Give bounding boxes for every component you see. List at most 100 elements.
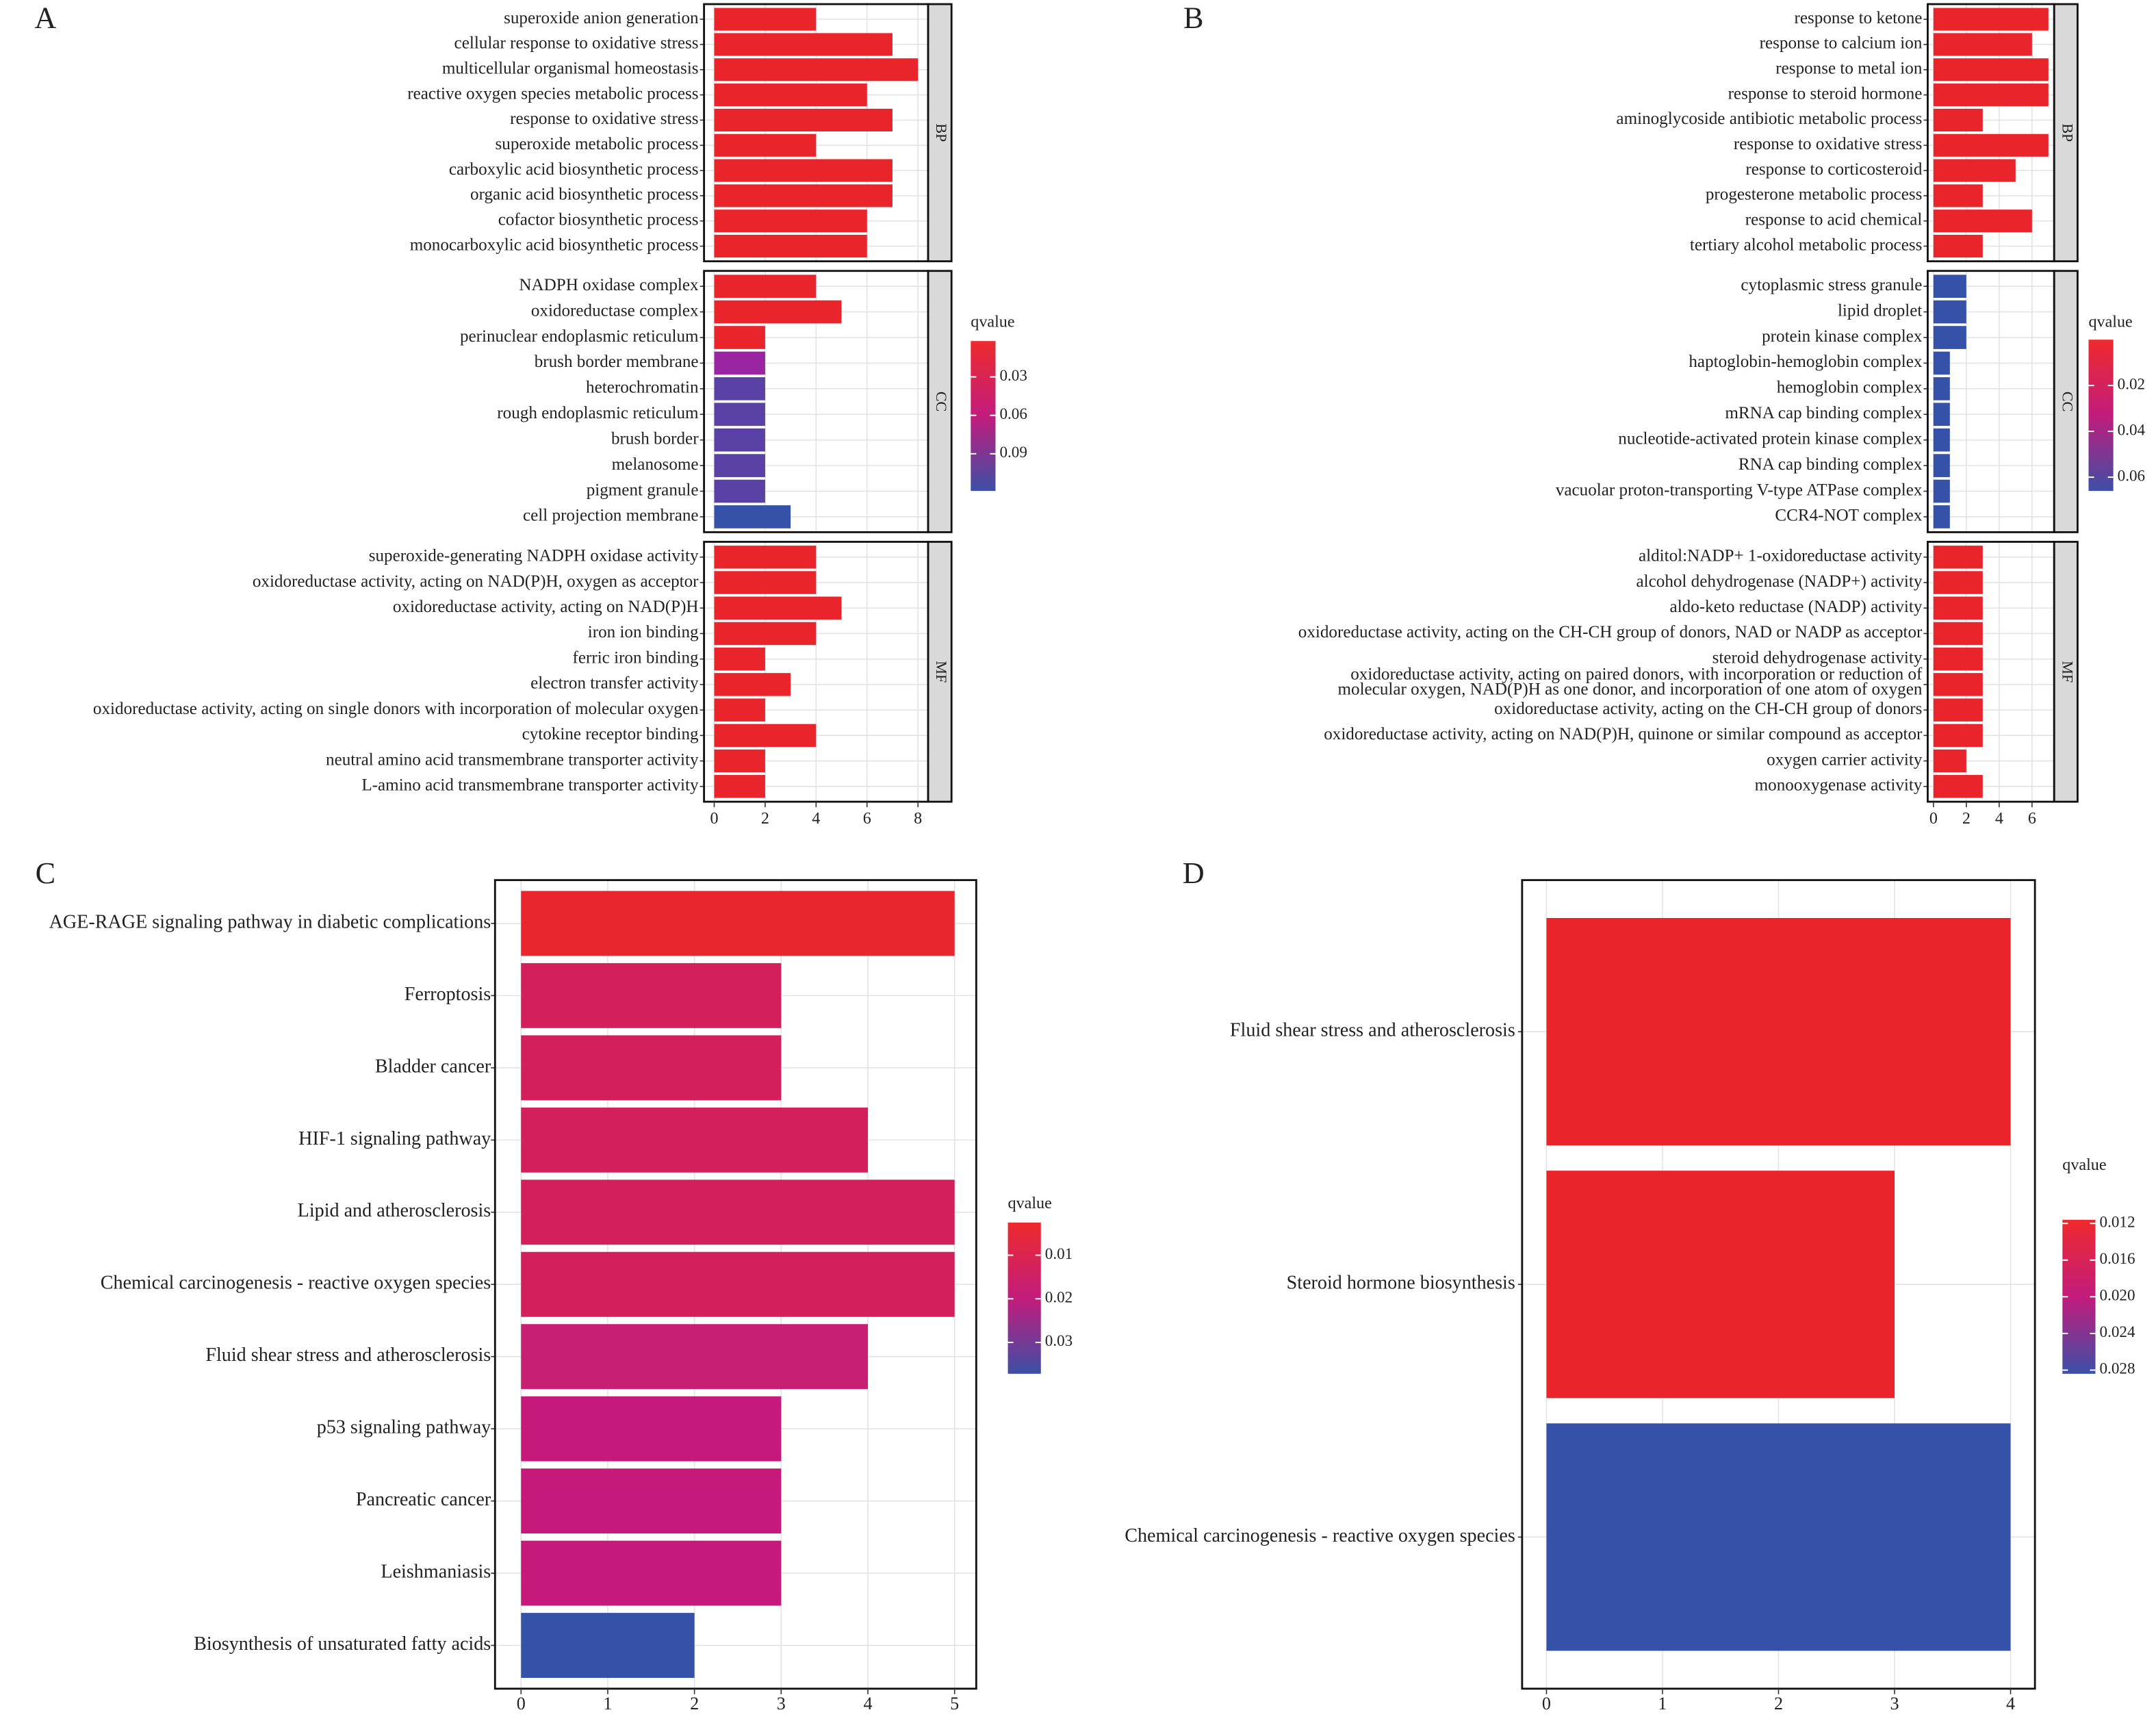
bar xyxy=(714,505,791,528)
category-label: oxidoreductase activity, acting on singl… xyxy=(93,700,699,718)
bar xyxy=(1933,209,2032,233)
bar xyxy=(1546,918,2011,1146)
bar xyxy=(1933,33,2032,56)
colorbar-tick-label: 0.03 xyxy=(1045,1331,1073,1349)
bar xyxy=(1933,351,1950,375)
bar xyxy=(1933,108,1983,132)
bar xyxy=(714,479,765,503)
category-label: response to corticosteroid xyxy=(1745,160,1922,179)
colorbar xyxy=(2088,340,2114,492)
bar xyxy=(714,33,893,56)
colorbar-tick-label: 0.06 xyxy=(999,405,1027,422)
bar xyxy=(1933,479,1950,503)
category-label: Lipid and atherosclerosis xyxy=(298,1200,491,1221)
category-label: ferric iron binding xyxy=(572,648,699,667)
bar xyxy=(1933,724,1983,748)
legend-title: qvalue xyxy=(971,314,1014,331)
bar xyxy=(714,596,842,620)
bar xyxy=(714,326,765,349)
bar xyxy=(714,749,765,773)
facet-label: CC xyxy=(2059,392,2076,411)
bar xyxy=(714,209,867,233)
x-tick-label: 0 xyxy=(517,1694,526,1713)
category-label: alcohol dehydrogenase (NADP+) activity xyxy=(1637,572,1923,591)
x-tick-label: 4 xyxy=(2006,1694,2015,1713)
x-tick-label: 6 xyxy=(2028,810,2036,828)
colorbar-tick-label: 0.04 xyxy=(2118,420,2146,438)
category-label: response to steroid hormone xyxy=(1728,84,1923,103)
colorbar-tick-label: 0.016 xyxy=(2100,1249,2135,1267)
colorbar-tick-label: 0.020 xyxy=(2100,1286,2135,1304)
bar xyxy=(521,1324,868,1390)
category-label: Chemical carcinogenesis - reactive oxyge… xyxy=(101,1273,491,1294)
category-label: cellular response to oxidative stress xyxy=(454,34,699,53)
category-label: response to ketone xyxy=(1795,9,1923,27)
category-label: vacuolar proton-transporting V-type ATPa… xyxy=(1556,481,1923,499)
facet-label: BP xyxy=(933,123,950,142)
category-label: cytoplasmic stress granule xyxy=(1741,276,1922,294)
x-tick-label: 0 xyxy=(1542,1694,1551,1713)
x-tick-label: 2 xyxy=(1774,1694,1783,1713)
category-label: tertiary alcohol metabolic process xyxy=(1690,235,1923,254)
category-label: superoxide-generating NADPH oxidase acti… xyxy=(369,547,699,565)
facet-label: BP xyxy=(2059,123,2076,142)
panel-letter: B xyxy=(1183,1,1203,34)
bar xyxy=(714,622,817,646)
category-label: reactive oxygen species metabolic proces… xyxy=(407,84,698,103)
category-label: RNA cap binding complex xyxy=(1738,455,1923,474)
category-label: monooxygenase activity xyxy=(1755,776,1923,795)
bar xyxy=(521,1468,782,1534)
panel-letter: C xyxy=(36,856,55,890)
bar xyxy=(1933,377,1950,400)
x-tick-label: 2 xyxy=(761,810,769,828)
bar xyxy=(1933,326,1966,349)
bar xyxy=(1933,403,1950,426)
category-label: Leishmaniasis xyxy=(381,1561,491,1583)
category-label: superoxide metabolic process xyxy=(496,135,699,153)
bar xyxy=(1933,8,2049,31)
category-label: carboxylic acid biosynthetic process xyxy=(449,160,699,179)
bar xyxy=(714,403,765,426)
bar xyxy=(714,647,765,671)
category-label: oxidoreductase complex xyxy=(531,301,699,320)
category-label: Bladder cancer xyxy=(375,1056,491,1077)
facet-label: CC xyxy=(933,392,950,411)
bar xyxy=(1933,505,1950,528)
x-tick-label: 5 xyxy=(950,1694,959,1713)
category-label: electron transfer activity xyxy=(530,674,699,693)
bar xyxy=(1933,159,2016,182)
category-label: Fluid shear stress and atherosclerosis xyxy=(205,1344,491,1366)
category-label: Chemical carcinogenesis - reactive oxyge… xyxy=(1125,1525,1515,1546)
x-tick-label: 4 xyxy=(812,810,820,828)
bar xyxy=(1933,133,2049,157)
bar xyxy=(1933,300,1966,324)
category-label: oxidoreductase activity, acting on paire… xyxy=(1337,666,1923,699)
category-label: progesterone metabolic process xyxy=(1706,186,1923,204)
category-label: protein kinase complex xyxy=(1762,327,1923,346)
panel-letter: A xyxy=(34,1,56,34)
bar xyxy=(1546,1423,2011,1651)
bar xyxy=(1933,235,1983,258)
bar xyxy=(1933,596,1983,620)
bar xyxy=(714,428,765,452)
category-label: response to oxidative stress xyxy=(510,110,698,128)
bar xyxy=(714,454,765,477)
category-label: L-amino acid transmembrane transporter a… xyxy=(361,776,699,795)
colorbar-tick-label: 0.024 xyxy=(2100,1323,2135,1340)
category-label: melanosome xyxy=(612,455,699,474)
category-label: neutral amino acid transmembrane transpo… xyxy=(326,750,699,769)
bar xyxy=(714,235,867,258)
category-label: Ferroptosis xyxy=(405,984,491,1005)
x-tick-label: 4 xyxy=(1995,810,2003,828)
category-label: cofactor biosynthetic process xyxy=(498,211,699,229)
legend-title: qvalue xyxy=(1008,1195,1052,1212)
facet-strip xyxy=(927,541,953,803)
category-label: oxidoreductase activity, acting on the C… xyxy=(1494,700,1922,718)
category-label: HIF-1 signaling pathway xyxy=(298,1128,491,1149)
category-label: nucleotide-activated protein kinase comp… xyxy=(1618,429,1923,448)
bar xyxy=(521,1613,695,1678)
category-label: oxidoreductase activity, acting on the C… xyxy=(1298,623,1923,641)
bar xyxy=(1933,571,1983,594)
panel-letter: D xyxy=(1183,856,1205,890)
